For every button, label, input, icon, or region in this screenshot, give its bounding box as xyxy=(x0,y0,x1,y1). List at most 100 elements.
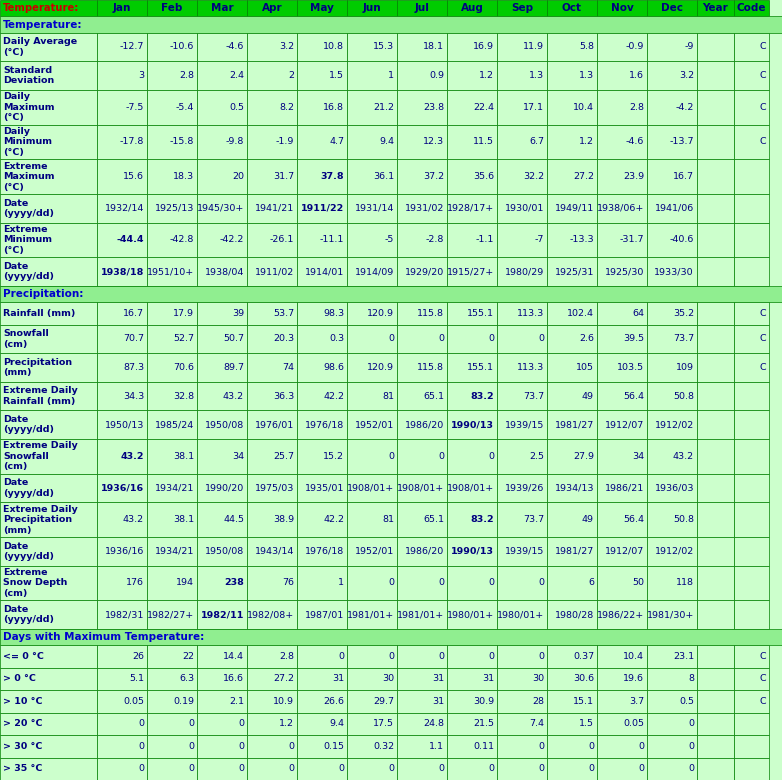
Text: 0: 0 xyxy=(388,335,394,343)
Bar xyxy=(447,222,497,257)
Bar xyxy=(97,90,147,125)
Bar xyxy=(297,439,347,473)
Bar xyxy=(397,302,447,324)
Text: > 35 °C: > 35 °C xyxy=(3,764,42,773)
Text: Date
(yyyy/dd): Date (yyyy/dd) xyxy=(3,415,54,434)
Bar xyxy=(197,566,247,601)
Bar xyxy=(247,302,297,324)
Bar xyxy=(147,410,197,439)
Bar xyxy=(547,713,597,735)
Bar xyxy=(197,439,247,473)
Text: 32.2: 32.2 xyxy=(523,172,544,181)
Bar xyxy=(397,159,447,194)
Bar xyxy=(597,302,647,324)
Text: Oct: Oct xyxy=(562,3,582,13)
Bar xyxy=(147,62,197,90)
Text: 53.7: 53.7 xyxy=(273,309,294,318)
Bar xyxy=(97,690,147,713)
Text: 20.3: 20.3 xyxy=(273,335,294,343)
Text: -7: -7 xyxy=(535,236,544,244)
Bar xyxy=(197,502,247,537)
Bar xyxy=(547,645,597,668)
Bar xyxy=(247,62,297,90)
Text: 17.9: 17.9 xyxy=(173,309,194,318)
Bar xyxy=(447,125,497,159)
Bar xyxy=(697,222,734,257)
Text: 0: 0 xyxy=(338,764,344,773)
Bar xyxy=(447,645,497,668)
Text: 1949/11: 1949/11 xyxy=(554,204,594,213)
Text: 27.2: 27.2 xyxy=(573,172,594,181)
Bar xyxy=(597,159,647,194)
Text: 0.5: 0.5 xyxy=(229,103,244,112)
Bar xyxy=(297,125,347,159)
Text: 19.6: 19.6 xyxy=(623,675,644,683)
Text: 0: 0 xyxy=(138,764,144,773)
Text: 20: 20 xyxy=(232,172,244,181)
Text: 1925/31: 1925/31 xyxy=(554,267,594,276)
Bar xyxy=(697,601,734,629)
Bar xyxy=(697,33,734,62)
Text: C: C xyxy=(759,71,766,80)
Text: 102.4: 102.4 xyxy=(567,309,594,318)
Bar xyxy=(597,537,647,566)
Text: 23.8: 23.8 xyxy=(423,103,444,112)
Text: Daily
Minimum
(°C): Daily Minimum (°C) xyxy=(3,127,52,157)
Bar xyxy=(734,473,769,502)
Bar xyxy=(447,566,497,601)
Bar xyxy=(647,473,697,502)
Text: 1.6: 1.6 xyxy=(629,71,644,80)
Text: 65.1: 65.1 xyxy=(423,515,444,524)
Bar xyxy=(647,601,697,629)
Bar xyxy=(197,601,247,629)
Bar xyxy=(734,668,769,690)
Text: 6.7: 6.7 xyxy=(529,137,544,147)
Text: 1908/01+: 1908/01+ xyxy=(447,484,494,492)
Bar xyxy=(147,537,197,566)
Text: 23.1: 23.1 xyxy=(673,652,694,661)
Text: 6: 6 xyxy=(588,579,594,587)
Text: 1980/28: 1980/28 xyxy=(554,610,594,619)
Text: 30: 30 xyxy=(532,675,544,683)
Bar xyxy=(397,473,447,502)
Text: 1911/02: 1911/02 xyxy=(255,267,294,276)
Text: 16.6: 16.6 xyxy=(223,675,244,683)
Text: 1950/08: 1950/08 xyxy=(205,420,244,429)
Text: 1990/13: 1990/13 xyxy=(451,547,494,556)
Bar xyxy=(734,690,769,713)
Bar xyxy=(647,159,697,194)
Bar xyxy=(497,645,547,668)
Bar xyxy=(247,757,297,780)
Bar xyxy=(447,473,497,502)
Text: Dec: Dec xyxy=(661,3,683,13)
Text: 10.8: 10.8 xyxy=(323,42,344,51)
Bar xyxy=(497,410,547,439)
Bar xyxy=(347,757,397,780)
Bar xyxy=(697,257,734,285)
Text: 64: 64 xyxy=(632,309,644,318)
Bar xyxy=(347,502,397,537)
Bar xyxy=(197,302,247,324)
Text: 24.8: 24.8 xyxy=(423,719,444,729)
Text: 44.5: 44.5 xyxy=(223,515,244,524)
Bar xyxy=(647,222,697,257)
Bar xyxy=(0,353,97,382)
Text: 1986/22+: 1986/22+ xyxy=(597,610,644,619)
Text: 11.9: 11.9 xyxy=(523,42,544,51)
Bar xyxy=(347,735,397,757)
Text: 0.05: 0.05 xyxy=(123,697,144,706)
Bar xyxy=(734,257,769,285)
Text: 2.5: 2.5 xyxy=(529,452,544,461)
Bar xyxy=(547,601,597,629)
Text: Date
(yyyy/dd): Date (yyyy/dd) xyxy=(3,605,54,624)
Bar xyxy=(647,537,697,566)
Text: 1929/20: 1929/20 xyxy=(405,267,444,276)
Text: 1925/30: 1925/30 xyxy=(604,267,644,276)
Bar xyxy=(547,257,597,285)
Text: 9.4: 9.4 xyxy=(379,137,394,147)
Text: -10.6: -10.6 xyxy=(170,42,194,51)
Text: Jan: Jan xyxy=(113,3,131,13)
Text: Year: Year xyxy=(702,3,728,13)
Text: 0: 0 xyxy=(338,652,344,661)
Bar xyxy=(97,353,147,382)
